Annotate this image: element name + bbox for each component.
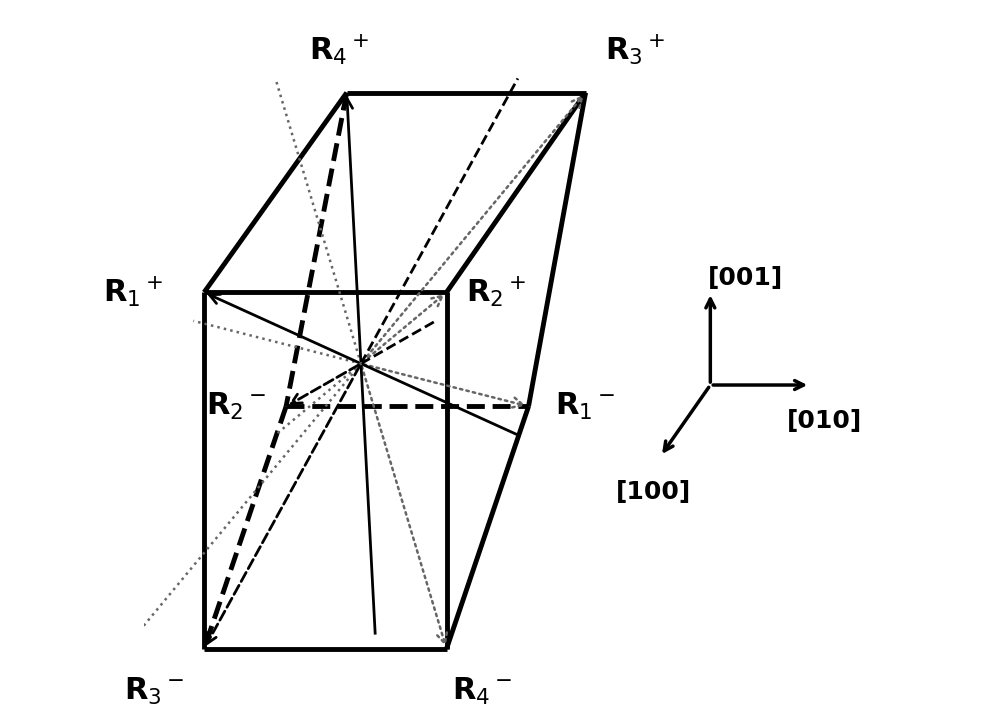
- Text: [010]: [010]: [787, 409, 862, 433]
- Text: R$_4$$^+$: R$_4$$^+$: [309, 33, 370, 67]
- Text: R$_2$$^-$: R$_2$$^-$: [206, 391, 266, 422]
- Text: R$_2$$^+$: R$_2$$^+$: [466, 275, 527, 309]
- Text: [001]: [001]: [708, 266, 784, 290]
- Text: R$_3$$^-$: R$_3$$^-$: [124, 676, 184, 707]
- Text: R$_4$$^-$: R$_4$$^-$: [452, 676, 512, 707]
- Text: R$_1$$^-$: R$_1$$^-$: [555, 391, 616, 422]
- Text: [100]: [100]: [616, 480, 691, 504]
- Text: R$_3$$^+$: R$_3$$^+$: [605, 33, 666, 67]
- Text: R$_1$$^+$: R$_1$$^+$: [103, 275, 163, 309]
